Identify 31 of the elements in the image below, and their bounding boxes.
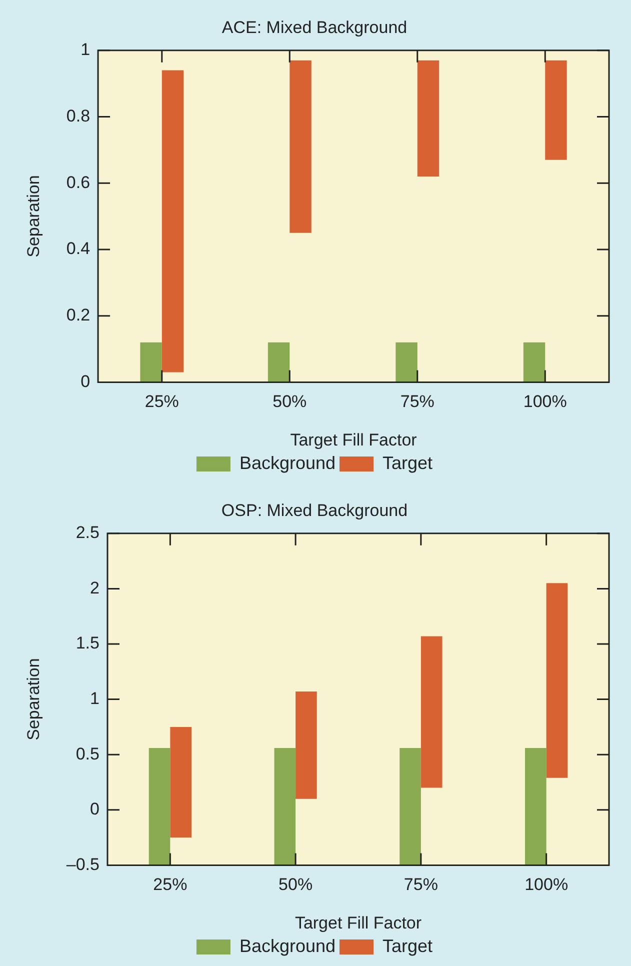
y-axis-title: Separation: [24, 658, 43, 740]
x-axis-title: Target Fill Factor: [290, 430, 418, 450]
legend-label: Target: [382, 452, 433, 473]
y-axis-title: Separation: [24, 175, 43, 258]
chart-title: OSP: Mixed Background: [221, 500, 408, 520]
legend-label: Background: [239, 936, 336, 956]
y-tick-label: 0.4: [66, 239, 90, 258]
y-tick-label: 0.2: [66, 306, 90, 325]
y-tick-label: 2: [90, 578, 100, 598]
y-tick-label: 2.5: [76, 523, 100, 542]
x-tick-label: 100%: [524, 875, 568, 894]
x-tick-label: 25%: [144, 392, 179, 412]
x-tick-label: 25%: [153, 875, 188, 894]
y-tick-label: 1: [90, 688, 100, 708]
y-tick-label: 0.6: [66, 172, 90, 192]
x-axis-title: Target Fill Factor: [294, 913, 422, 932]
x-tick-label: 75%: [404, 875, 438, 894]
y-tick-label: 0.8: [66, 106, 90, 126]
legend-label: Target: [382, 936, 433, 956]
y-tick-label: 0: [90, 800, 100, 819]
y-tick-label: 1.5: [76, 634, 100, 653]
x-tick-label: 50%: [272, 392, 307, 412]
y-tick-label: 1: [80, 40, 90, 60]
chart-title: ACE: Mixed Background: [222, 18, 408, 37]
legend-label: Background: [239, 452, 336, 473]
y-tick-label: –0.5: [66, 854, 100, 874]
y-tick-label: 0: [80, 372, 90, 391]
y-tick-label: 0.5: [76, 744, 100, 764]
x-tick-label: 100%: [523, 392, 567, 412]
x-tick-label: 50%: [278, 875, 313, 894]
x-tick-label: 75%: [400, 392, 434, 412]
